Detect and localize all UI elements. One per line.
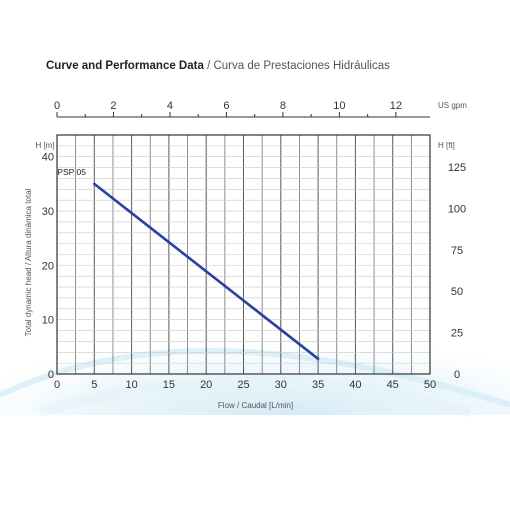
x-tick-label: 5 [91,379,97,391]
top-tick-label: 2 [110,100,116,112]
right-tick-label: 100 [448,203,466,215]
x-tick-label: 45 [387,379,399,391]
chart-title: Curve and Performance Data / Curva de Pr… [46,60,390,72]
chart-title-es: Curva de Prestaciones Hidráulicas [213,60,390,72]
x-axis-label: Flow / Caudal [L/min] [218,401,293,410]
x-tick-label: 10 [125,379,137,391]
right-tick-label: 0 [454,369,460,381]
top-tick-label: 6 [223,100,229,112]
x-tick-label: 35 [312,379,324,391]
left-axis-unit: H [m] [35,141,54,150]
top-tick-label: 12 [390,100,402,112]
top-tick-label: 0 [54,100,60,112]
chart-title-separator: / [203,60,214,72]
x-tick-label: 30 [275,379,287,391]
x-tick-label: 25 [237,379,249,391]
series-line [93,182,320,361]
right-tick-label: 125 [448,162,466,174]
top-tick-label: 4 [167,100,173,112]
top-axis-unit: US gpm [438,101,467,110]
y-tick-label: 0 [48,369,54,381]
x-tick-label: 15 [163,379,175,391]
x-tick-label: 40 [349,379,361,391]
right-tick-label: 50 [451,286,463,298]
y-tick-label: 40 [42,152,54,164]
chart-title-en: Curve and Performance Data [46,60,204,72]
x-tick-label: 20 [200,379,212,391]
series-label: PSP 05 [57,167,86,177]
y-axis-label: Total dynamic head / Altura dinámica tot… [24,188,33,336]
background-arc-2 [38,376,472,417]
top-tick-label: 8 [280,100,286,112]
y-tick-label: 30 [42,206,54,218]
plot-frame [56,134,431,375]
right-tick-label: 25 [451,328,463,340]
right-tick-label: 75 [451,245,463,257]
background-arc [0,347,510,408]
y-tick-label: 10 [42,315,54,327]
top-tick-label: 10 [333,100,345,112]
y-tick-label: 20 [42,260,54,272]
x-tick-label: 0 [54,379,60,391]
right-axis-unit: H [ft] [438,141,455,150]
x-tick-label: 50 [424,379,436,391]
